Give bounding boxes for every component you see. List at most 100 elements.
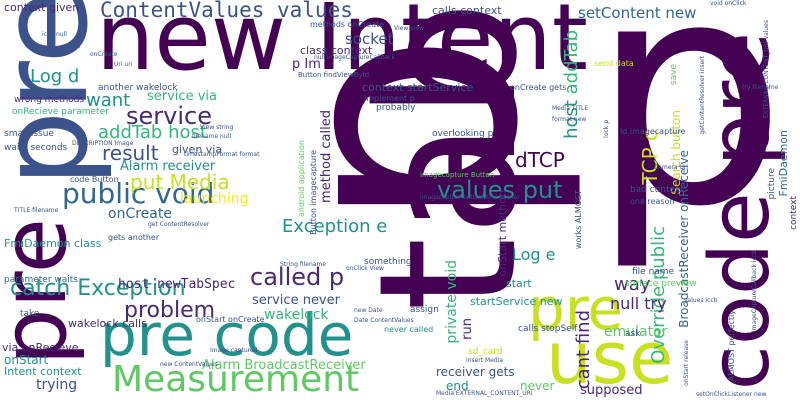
- word-imagecapturecallback-iccb: ImageCaptureCallback iccb: [751, 250, 758, 333]
- word-service-via: service via: [147, 89, 217, 104]
- word-timestampformat-format: timestampFormat format: [184, 151, 260, 158]
- word-use: use: [546, 316, 674, 400]
- word-dtcp: dTCP: [515, 148, 565, 172]
- word-socket: socket: [345, 30, 394, 48]
- word-view-view: View view: [394, 25, 424, 32]
- word-imagecapture-setonclicklistener: imagecapture setOnClickListener: [420, 194, 520, 201]
- word-exception-e: Exception e: [282, 216, 388, 237]
- word-never-called: never called: [384, 325, 434, 334]
- word-image-captured: Image captured: [210, 347, 258, 354]
- word-supposed: supposed: [580, 383, 643, 398]
- word-try-filename: try filename: [742, 84, 779, 91]
- word-p-im: p Im: [292, 57, 321, 72]
- word-imagecapture-button: imagecapture Button: [420, 171, 495, 179]
- word-search-button: Search button: [669, 110, 683, 195]
- word-wakelock-calls: wakelock calls: [68, 317, 147, 330]
- word-oncreate: onCreate: [108, 206, 172, 222]
- word-fmidaemon-class: FmiDaemon class: [4, 237, 102, 250]
- word-values-iccb: values iccb: [684, 297, 718, 304]
- word-insert-media: insert Media: [466, 357, 504, 364]
- word-almost-perfectly: ALMOST perfectly: [727, 310, 736, 382]
- word-wakelock: wakelock: [264, 307, 329, 323]
- word-run: run: [460, 318, 475, 340]
- word-uri-uri: Uri uri: [114, 61, 133, 68]
- word-media-title: Media TITLE: [552, 105, 589, 112]
- word-view-string: View string: [200, 124, 234, 131]
- word-calls-context: calls context: [432, 4, 502, 17]
- word-overlooking-p: overlooking p: [432, 129, 494, 139]
- word-given-via: given via: [172, 143, 223, 156]
- word-description-image: DESCRIPTION Image: [72, 140, 134, 147]
- word-new-date: new Date: [354, 307, 383, 314]
- word-alarm-broadcastreceiver: Alarm BroadcastReceiver: [202, 358, 366, 373]
- word-works-almost: works ALMOST: [574, 190, 583, 250]
- word-setcontent-new: setContent new: [578, 4, 697, 22]
- word-something: something: [364, 257, 412, 267]
- word-lock-p: lock p: [603, 120, 610, 138]
- word-called-p: called p: [250, 263, 345, 291]
- word-catch-exception: catch Exception: [10, 276, 186, 301]
- word-put-media: put Media: [130, 170, 230, 194]
- word-title-filename: TITLE filename: [14, 207, 59, 214]
- word-another-wakelock: another wakelock: [98, 83, 178, 93]
- word-implement-p: implement p: [364, 94, 415, 103]
- word-camera-uri: Camera Uri: [654, 164, 688, 171]
- word-media-external: Media EXTERNAL_CONTENT_URI: [436, 390, 533, 397]
- word-alarm-receiver: Alarm receiver: [120, 159, 216, 174]
- word-tcp-c: TCP c: [638, 130, 662, 185]
- word-private-void: private void: [444, 260, 460, 344]
- word-file-name: file name: [632, 267, 675, 277]
- word-context-vertical: context: [789, 196, 799, 230]
- word-waits-seconds: waits seconds: [4, 143, 68, 153]
- word-emulator: emulator: [604, 324, 668, 340]
- word-receiver-gets: receiver gets: [436, 365, 515, 379]
- word-log-e: Log e: [512, 245, 556, 264]
- word-cant-find: cant find: [573, 310, 594, 390]
- word-filename-null: filename null: [192, 133, 231, 140]
- word-onstart-method: onStart method: [496, 190, 509, 277]
- word-oncreate-gets: onCreate gets: [510, 83, 567, 92]
- word-assign: assign: [410, 305, 439, 315]
- word-probably: probably: [376, 103, 416, 113]
- word-result: result: [102, 141, 159, 165]
- word-take: take: [20, 309, 40, 319]
- word-p-right: p: [590, 0, 787, 275]
- word-contentvalues-values: ContentValues values: [100, 0, 353, 22]
- word-null-imagecapturecallback: null ImageCaptureCallback: [314, 54, 395, 61]
- word-onclick-view: onClick View: [346, 265, 384, 272]
- word-button-findviewbyid: Button findViewById: [298, 71, 370, 79]
- word-new-intent: new Intent: [96, 0, 588, 91]
- word-call: call: [70, 43, 81, 50]
- word-methods-oncreate: methods onCreate: [310, 20, 385, 29]
- word-via-onrecieve: via onRecieve: [2, 341, 79, 354]
- word-wrong-methods: wrong methods: [14, 95, 85, 105]
- word-intent-context: Intent context: [4, 365, 82, 378]
- word-null-try: null try: [610, 294, 667, 313]
- word-getcontentresolver-insert: getContentResolver insert: [699, 56, 706, 135]
- word-ask: ask: [625, 329, 641, 339]
- word-date-contentvalues: Date ContentValues: [354, 317, 414, 324]
- word-save: save: [669, 64, 679, 86]
- word-picture: picture: [767, 168, 777, 200]
- word-fmidaemon: FmiDaemon: [777, 130, 790, 197]
- word-id-imagecapture: id imagecapture: [620, 127, 686, 136]
- word-onrecieve-parameter: onRecieve parameter: [12, 107, 109, 117]
- word-string-filename: String filename: [280, 261, 326, 268]
- word-get-contentresolver: get ContentResolver: [148, 221, 210, 228]
- word-end: end: [446, 379, 469, 393]
- word-onstart: onStart: [4, 353, 49, 367]
- word-launching: launching: [180, 191, 249, 207]
- word-one-reason: one reason: [630, 197, 675, 206]
- word-service-never: service never: [252, 293, 340, 308]
- word-calls-stopself: calls stopSelf: [518, 324, 578, 334]
- word-pre-code: pre code: [100, 301, 354, 369]
- word-pre-right: pre: [528, 275, 624, 343]
- word-trying: trying: [36, 377, 78, 393]
- word-context-startservice: context startService: [362, 81, 474, 94]
- word-way: way: [614, 274, 651, 295]
- word-startservice-new: startService new: [470, 295, 563, 308]
- word-sd-card: sd_card: [468, 347, 503, 357]
- word-measurement: Measurement: [112, 359, 360, 400]
- word-button-imagecapture: Button imagecapture: [309, 150, 318, 235]
